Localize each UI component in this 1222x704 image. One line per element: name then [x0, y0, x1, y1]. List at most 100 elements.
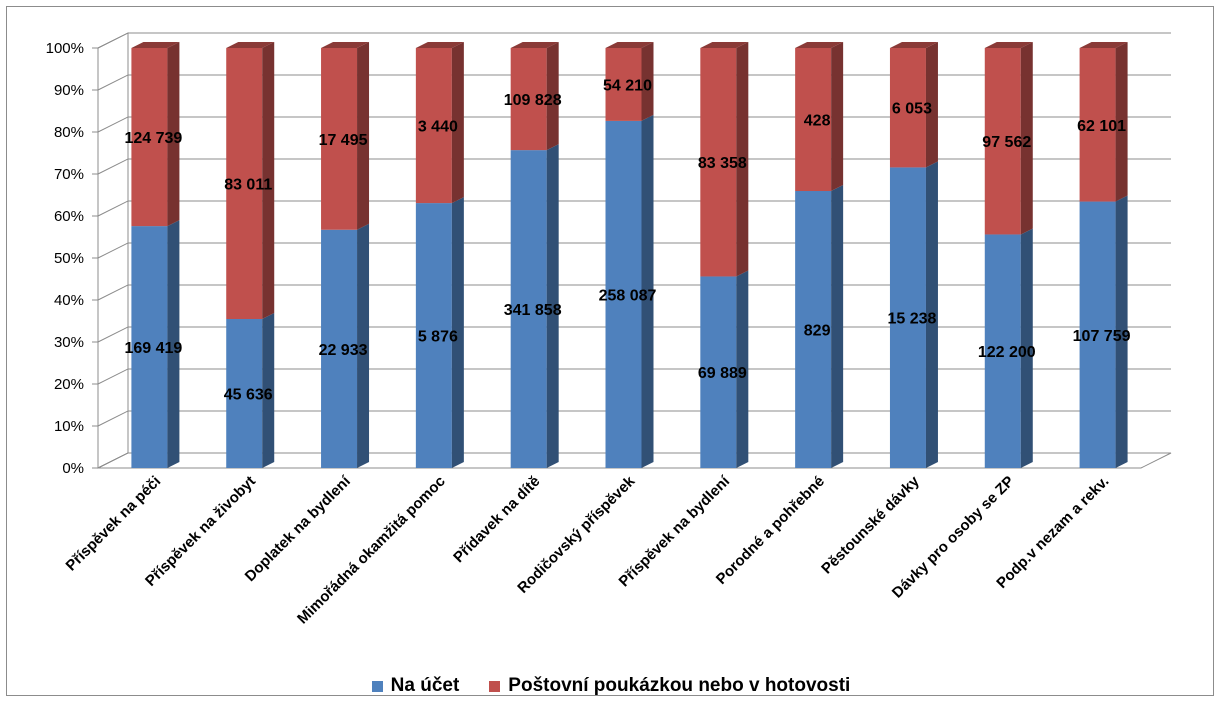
y-tick-label: 40% — [54, 292, 84, 309]
y-tick-label: 80% — [54, 124, 84, 141]
data-label-postovni: 428 — [804, 113, 831, 130]
data-label-postovni: 109 828 — [504, 92, 562, 109]
bar-postovni-side — [925, 42, 938, 168]
bar-postovni-side — [1020, 42, 1033, 235]
bar-postovni — [700, 48, 737, 277]
bar-postovni-side — [262, 42, 275, 320]
bar-postovni — [415, 48, 452, 204]
data-label-na-ucet: 5 876 — [418, 329, 458, 346]
y-tick-label: 30% — [54, 334, 84, 351]
bar-postovni-side — [357, 42, 370, 230]
bar-top — [700, 42, 749, 48]
bar-postovni-side — [736, 42, 749, 277]
data-label-na-ucet: 829 — [804, 323, 831, 340]
y-tick-label: 70% — [54, 166, 84, 183]
bar-na-ucet — [226, 319, 263, 468]
y-tick-label: 10% — [54, 418, 84, 435]
legend-label-postovni: Poštovní poukázkou nebo v hotovosti — [508, 675, 851, 696]
bar-na-ucet-side — [1020, 228, 1033, 468]
bar-na-ucet — [700, 276, 737, 468]
bar-postovni — [321, 48, 358, 230]
bar-top — [131, 42, 180, 48]
category-label: Pěstounské dávky — [818, 472, 923, 577]
bar-postovni-side — [641, 42, 654, 121]
bar-postovni-side — [546, 42, 559, 151]
bar-na-ucet — [795, 191, 832, 469]
y-tick-label: 60% — [54, 208, 84, 225]
legend-label-na-ucet: Na účet — [390, 675, 460, 696]
bar-na-ucet-side — [357, 223, 370, 468]
bar-na-ucet-side — [925, 161, 938, 468]
bar-top — [795, 42, 844, 48]
data-label-postovni: 83 358 — [698, 155, 747, 172]
y-tick-label: 20% — [54, 376, 84, 393]
category-label: Doplatek na bydlení — [242, 472, 355, 585]
bar-na-ucet-side — [1115, 195, 1128, 468]
data-label-na-ucet: 107 759 — [1073, 328, 1131, 345]
data-label-postovni: 3 440 — [418, 119, 458, 136]
legend-swatch-postovni — [489, 680, 501, 692]
bar-na-ucet-side — [546, 144, 559, 468]
data-label-na-ucet: 341 858 — [504, 302, 562, 319]
data-label-postovni: 62 101 — [1077, 118, 1126, 135]
data-label-na-ucet: 15 238 — [887, 311, 936, 328]
data-label-na-ucet: 258 087 — [599, 287, 657, 304]
bar-na-ucet — [605, 120, 642, 468]
bar-top — [415, 42, 464, 48]
bar-postovni — [984, 48, 1021, 235]
y-tick-label: 90% — [54, 82, 84, 99]
bar-postovni — [889, 48, 926, 168]
y-tick-label: 100% — [46, 40, 84, 57]
bar-postovni — [795, 48, 832, 192]
bar-top — [321, 42, 370, 48]
data-label-na-ucet: 69 889 — [698, 365, 747, 382]
bar-postovni-side — [1115, 42, 1128, 202]
data-label-na-ucet: 45 636 — [224, 387, 273, 404]
legend-item-na-ucet: Na účet — [371, 675, 460, 697]
bar-na-ucet — [510, 150, 547, 468]
bar-top — [226, 42, 275, 48]
y-tick-label: 50% — [54, 250, 84, 267]
data-label-postovni: 97 562 — [982, 134, 1031, 151]
bar-postovni-side — [167, 42, 180, 227]
category-label: Přídavek na dítě — [450, 473, 543, 566]
data-label-postovni: 54 210 — [603, 77, 652, 94]
category-label: Příspěvek na péči — [63, 473, 165, 575]
bar-postovni-side — [451, 42, 464, 204]
bar-postovni — [226, 48, 263, 320]
bar-na-ucet-side — [167, 220, 180, 468]
bar-top — [984, 42, 1033, 48]
bar-na-ucet — [131, 226, 168, 468]
gridline — [97, 32, 1171, 49]
legend-swatch-na-ucet — [371, 680, 383, 692]
bar-postovni — [510, 48, 547, 151]
data-label-postovni: 17 495 — [319, 132, 368, 149]
data-label-na-ucet: 169 419 — [124, 340, 182, 357]
bar-na-ucet-side — [451, 197, 464, 469]
bar-na-ucet — [984, 234, 1021, 468]
bar-na-ucet-side — [736, 270, 749, 468]
bar-na-ucet — [889, 167, 926, 468]
data-label-na-ucet: 22 933 — [319, 342, 368, 359]
legend-item-postovni: Poštovní poukázkou nebo v hotovosti — [489, 675, 850, 697]
bar-na-ucet — [321, 229, 358, 468]
bar-postovni — [605, 48, 642, 121]
legend: Na účet Poštovní poukázkou nebo v hotovo… — [0, 675, 1222, 697]
data-label-postovni: 83 011 — [224, 177, 272, 194]
bar-na-ucet-side — [831, 185, 844, 469]
bar-postovni — [1079, 48, 1116, 202]
category-label: Porodné a pohřebné — [713, 473, 828, 588]
data-label-postovni: 124 739 — [124, 130, 182, 147]
bar-na-ucet-side — [262, 313, 275, 468]
bar-postovni — [131, 48, 168, 227]
bar-na-ucet — [1079, 201, 1116, 468]
bar-na-ucet — [415, 203, 452, 469]
bar-top — [889, 42, 938, 48]
bar-top — [1079, 42, 1128, 48]
bar-top — [510, 42, 559, 48]
bar-postovni-side — [831, 42, 844, 192]
data-label-na-ucet: 122 200 — [978, 344, 1036, 361]
bar-na-ucet-side — [641, 114, 654, 468]
category-label: Mimořádná okamžitá pomoc — [294, 473, 449, 628]
